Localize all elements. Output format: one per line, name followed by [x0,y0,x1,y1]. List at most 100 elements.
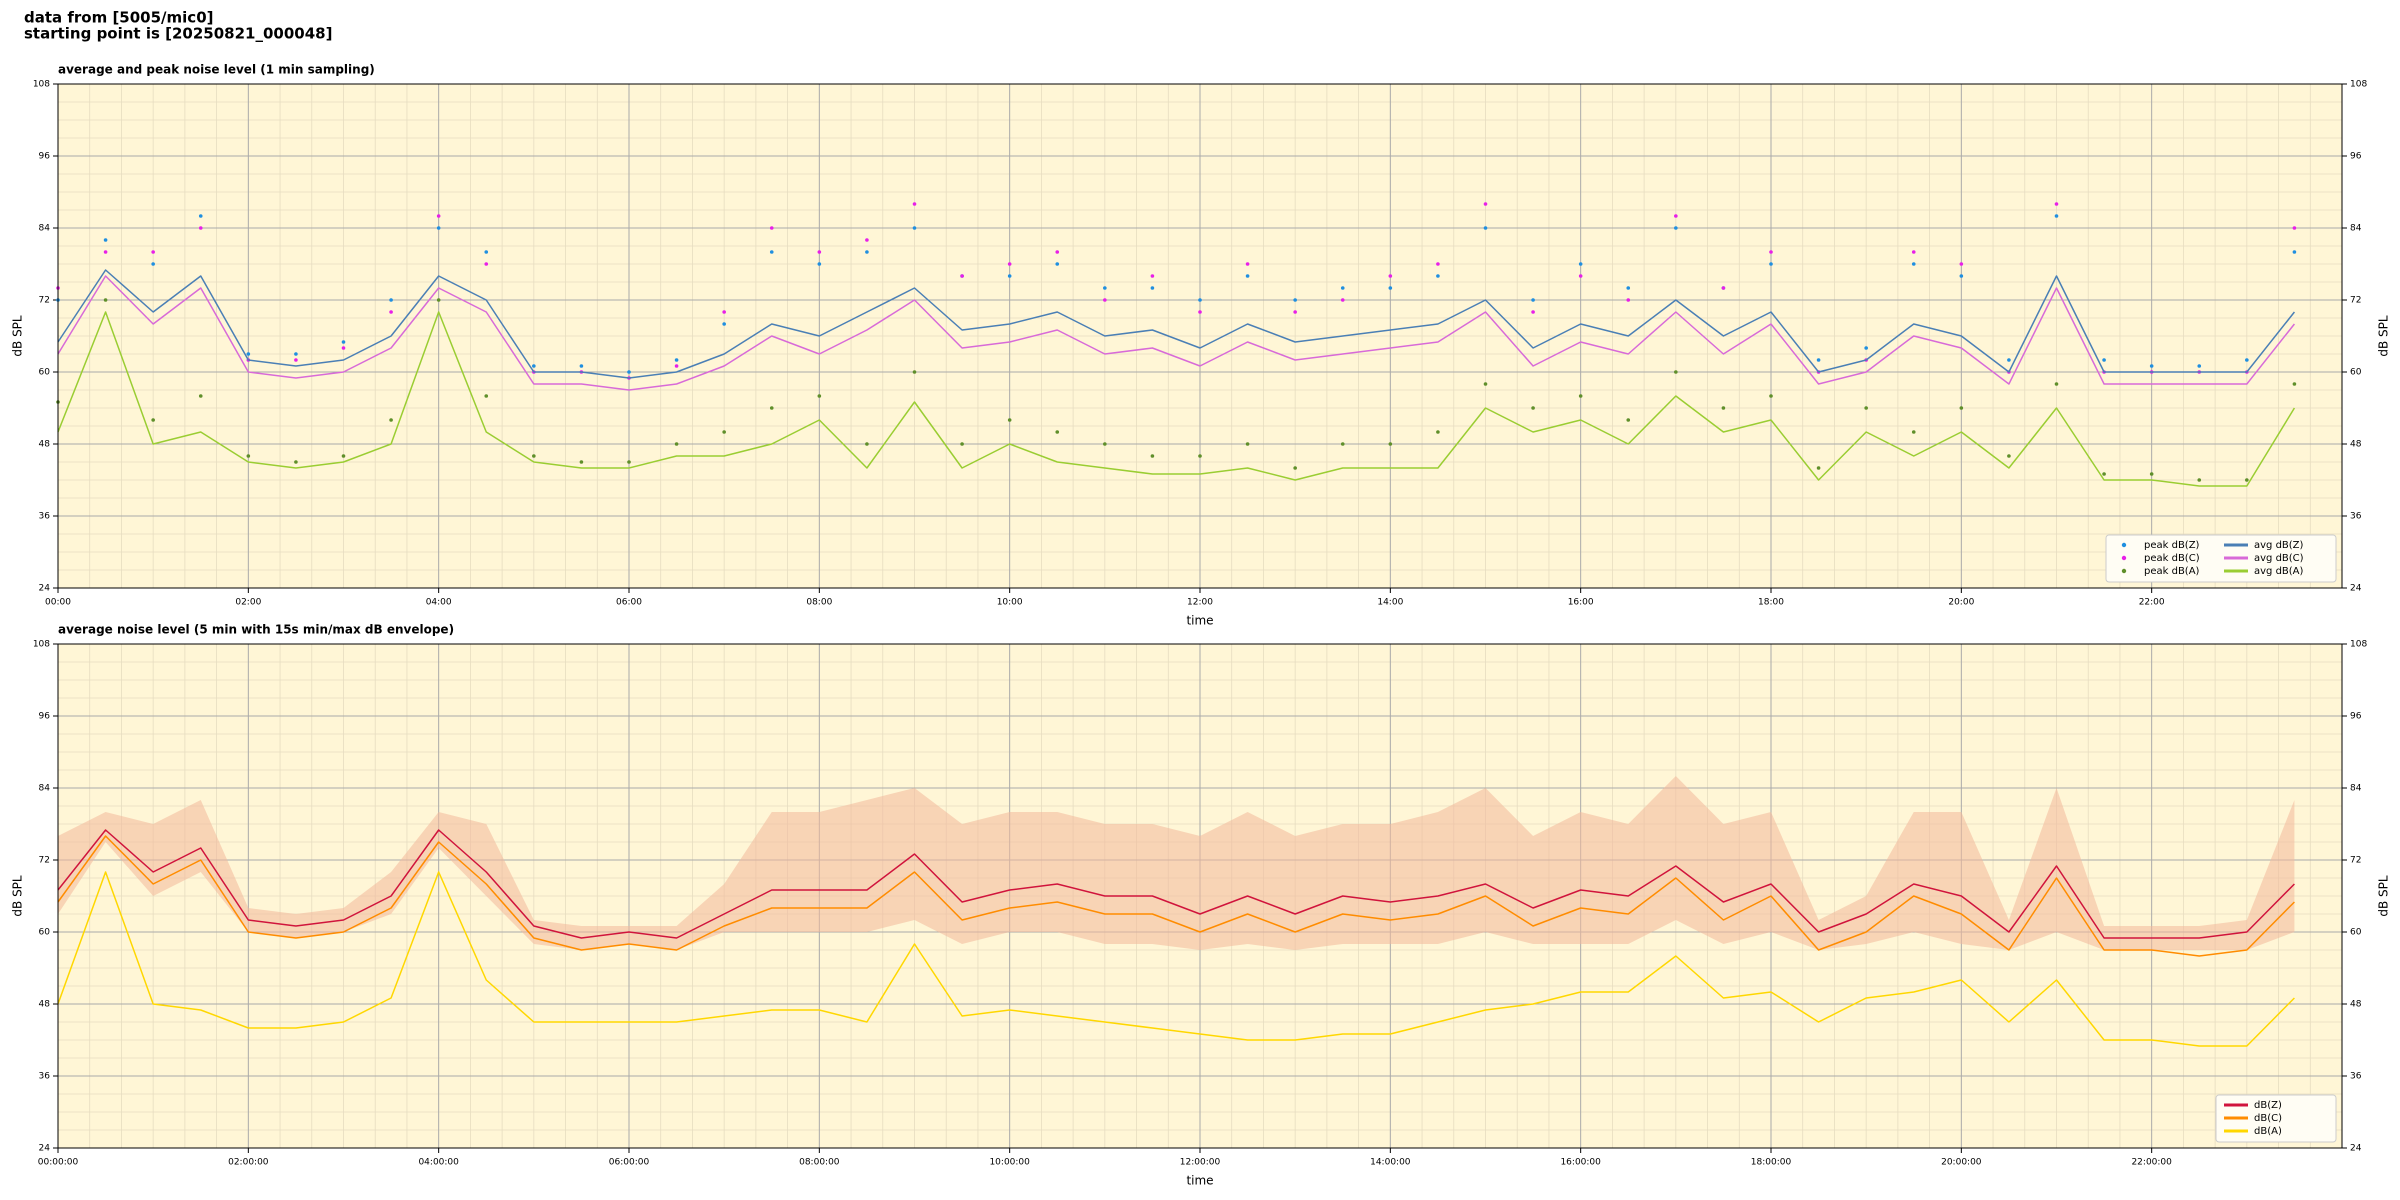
peak-point [2245,478,2249,482]
peak-point [912,202,917,206]
x-tick-label: 10:00:00 [989,1158,1030,1168]
peak-point [1578,262,1583,266]
peak-point [1721,406,1726,410]
x-tick-label: 00:00:00 [38,1158,79,1168]
y2-tick-label: 84 [2350,224,2362,234]
peak-point [2292,226,2297,230]
peak-point [1578,394,1583,398]
peak-point [722,310,726,314]
peak-point [484,394,489,398]
legend-marker [2121,555,2127,561]
y2-tick-label: 24 [2350,584,2362,594]
x-tick-label: 16:00 [1568,598,1594,608]
y2-axis-label: dB SPL [2377,315,2391,357]
peak-point [1578,274,1583,278]
peak-point [2149,364,2154,368]
peak-point [389,310,393,314]
y-tick-label: 108 [33,80,50,90]
peak-point [722,322,726,326]
peak-point [151,418,155,422]
peak-point [246,352,251,356]
peak-point [2054,214,2059,218]
y2-tick-label: 48 [2350,440,2362,450]
peak-point [1007,274,1012,278]
peak-point [198,214,203,218]
peak-point [2102,358,2106,362]
peak-point [1911,430,1916,434]
y-tick-label: 60 [39,368,51,378]
peak-point [1483,382,1488,386]
y-axis-label: dB SPL [11,875,25,917]
y2-tick-label: 48 [2350,1000,2362,1010]
y2-tick-label: 36 [2350,512,2362,522]
peak-point [912,370,917,374]
legend-marker [2121,568,2127,574]
peak-point [1959,262,1964,266]
y2-tick-label: 60 [2350,368,2362,378]
peak-point [1293,298,1297,302]
peak-point [389,418,393,422]
legend-marker [2121,542,2127,548]
peak-point [1245,262,1250,266]
peak-point [532,364,536,368]
y2-tick-label: 24 [2350,1144,2362,1154]
legend-label: peak dB(Z) [2144,540,2200,551]
peak-point [1198,454,1202,458]
peak-point [1103,442,1107,446]
peak-point [1340,286,1345,290]
peak-point [151,250,155,254]
x-tick-label: 22:00:00 [2131,1158,2172,1168]
peak-point [1721,286,1726,290]
y-tick-label: 60 [39,928,51,938]
plot-frame [57,643,2343,1149]
peak-point [817,250,822,254]
y-tick-label: 72 [39,856,50,866]
peak-point [294,352,298,356]
peak-point [1245,442,1250,446]
peak-point [769,226,774,230]
peak-point [2149,472,2154,476]
peak-point [1911,262,1916,266]
peak-point [960,442,964,446]
peak-point [1769,262,1773,266]
peak-point [1103,298,1107,302]
x-tick-label: 14:00 [1377,598,1403,608]
peak-point [294,460,298,464]
peak-point [436,226,441,230]
peak-point [912,226,917,230]
peak-point [246,454,251,458]
y-tick-label: 108 [33,640,50,650]
peak-point [1007,262,1012,266]
peak-point [436,298,441,302]
peak-point [817,394,822,398]
peak-point [2054,382,2059,386]
chart-title: average and peak noise level (1 min samp… [58,63,375,77]
series-line [57,835,2295,957]
header-line: starting point is [20250821_000048] [24,25,332,43]
peak-point [579,460,584,464]
peak-point [1436,430,1440,434]
x-tick-label: 06:00:00 [609,1158,650,1168]
peak-point [674,358,679,362]
x-tick-label: 06:00 [616,598,642,608]
peak-point [865,442,869,446]
peak-point [627,370,631,374]
peak-point [1150,454,1155,458]
legend-label: avg dB(Z) [2254,540,2304,551]
peak-point [1674,214,1678,218]
x-tick-label: 12:00:00 [1180,1158,1221,1168]
legend-box [2105,534,2337,583]
peak-point [103,298,108,302]
x-tick-label: 18:00:00 [1751,1158,1792,1168]
peak-point [1674,370,1678,374]
x-axis-label: time [1186,614,1213,628]
y2-axis-label: dB SPL [2377,875,2391,917]
y-axis-label: dB SPL [11,315,25,357]
peak-point [1150,286,1155,290]
peak-point [1103,286,1107,290]
peak-point [198,394,203,398]
y-tick-label: 24 [39,1144,51,1154]
peak-point [436,214,441,218]
peak-point [1769,250,1773,254]
peak-point [2197,478,2202,482]
